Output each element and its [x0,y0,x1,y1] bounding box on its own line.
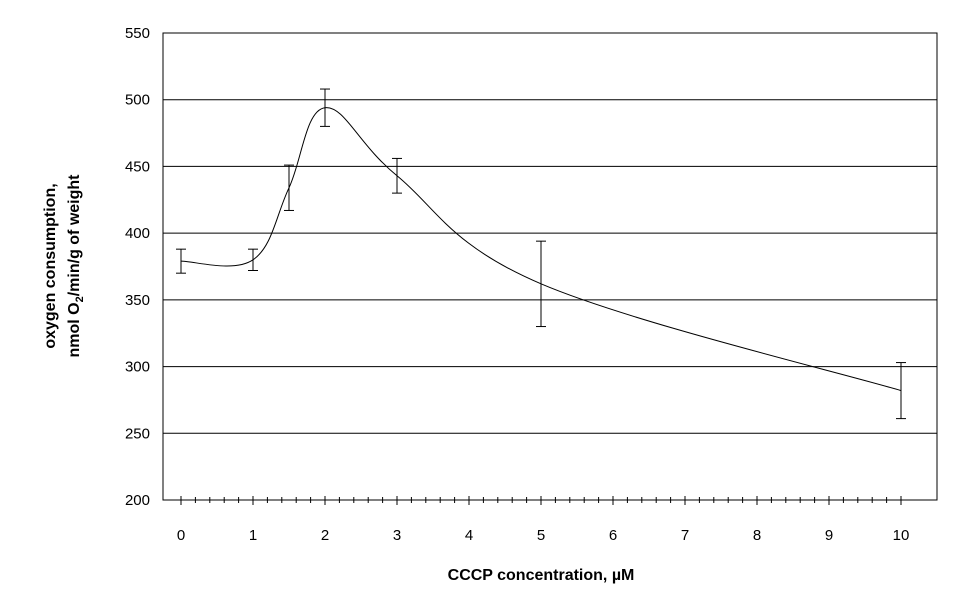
y-axis-title-line1: oxygen consumption, [42,183,59,348]
y-axis-title-line2-pre: nmol O [66,302,83,357]
x-axis-tick-labels: 0 1 2 3 4 5 6 7 8 9 10 [177,527,910,544]
x-tick-label-8: 8 [753,527,761,544]
x-tick-label-0: 0 [177,527,185,544]
x-tick-label-2: 2 [321,527,329,544]
x-tick-label-3: 3 [393,527,401,544]
y-tick-label-500: 500 [125,92,150,109]
y-axis-title-line2: nmol O2/min/g of weight [66,174,86,358]
y-tick-label-450: 450 [125,158,150,175]
x-axis-ticks [180,496,902,505]
plot-area [162,32,938,501]
x-tick-label-1: 1 [249,527,257,544]
x-tick-label-10: 10 [893,527,910,544]
y-tick-label-200: 200 [125,492,150,509]
y-axis-title-line2-post: /min/g of weight [66,174,83,296]
x-tick-label-6: 6 [609,527,617,544]
y-axis-title-subscript: 2 [74,296,86,302]
x-tick-label-5: 5 [537,527,545,544]
y-tick-label-350: 350 [125,292,150,309]
y-tick-label-250: 250 [125,425,150,442]
y-tick-label-550: 550 [125,25,150,42]
x-tick-label-9: 9 [825,527,833,544]
x-tick-label-4: 4 [465,527,473,544]
x-axis-title: CCCP concentration, µM [448,567,635,584]
gridlines [163,99,937,434]
y-tick-label-400: 400 [125,225,150,242]
y-tick-label-300: 300 [125,359,150,376]
x-tick-label-7: 7 [681,527,689,544]
y-axis-tick-labels: 200 250 300 350 400 450 500 550 [125,25,150,509]
series-line [180,107,902,392]
